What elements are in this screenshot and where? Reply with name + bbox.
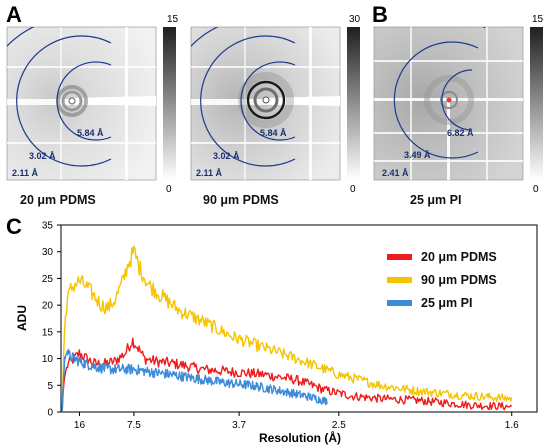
panel-caption: 25 μm PI [410, 193, 461, 207]
y-tick-label: 10 [42, 354, 54, 365]
plot-area [60, 224, 538, 413]
panel-letter: C [6, 214, 22, 239]
ring-label: 3.49 Å [404, 150, 431, 160]
y-tick-label: 25 [42, 274, 54, 285]
colorbar-min: 0 [350, 184, 356, 195]
detector-panel-2: 5.84 Å 3.02 Å 2.11 Å 30 0 90 μm PDMS [190, 14, 361, 207]
detector-panel-1: A 5.84 Å 3.02 Å 2.11 Å 15 0 20 μm PDMS [6, 2, 179, 207]
ring-label: 2.11 Å [12, 168, 39, 178]
x-tick-label: 3.7 [232, 420, 246, 431]
y-tick-label: 35 [42, 221, 54, 232]
detector-panel-3: B 6.82 Å 3.49 Å 2.41 Å 15 0 25 μm PI [372, 2, 544, 207]
y-axis-label: ADU [15, 305, 29, 331]
series-line-2 [61, 245, 513, 413]
colorbar-min: 0 [533, 184, 539, 195]
panel-letter: A [6, 2, 22, 27]
legend-swatch [387, 277, 412, 283]
ring-label: 6.82 Å [447, 128, 474, 138]
x-tick-label: 1.6 [505, 420, 519, 431]
colorbar-max: 30 [349, 14, 361, 25]
y-tick-label: 5 [47, 381, 53, 392]
panel-letter: B [372, 2, 388, 27]
panel-caption: 90 μm PDMS [203, 193, 279, 207]
colorbar [163, 27, 176, 180]
panel-caption: 20 μm PDMS [20, 193, 96, 207]
y-tick-label: 20 [42, 301, 54, 312]
ring-label: 2.11 Å [196, 168, 223, 178]
y-tick-label: 30 [42, 247, 54, 258]
legend-label: 90 μm PDMS [421, 273, 497, 287]
legend-label: 25 μm PI [421, 296, 472, 310]
line-chart: C 0 5 10 15 20 25 30 35 16 7.5 3.7 2.5 1.6 ADU Reso… [6, 214, 538, 445]
x-tick-label: 7.5 [127, 420, 141, 431]
colorbar [347, 27, 360, 180]
legend: 20 μm PDMS 90 μm PDMS 25 μm PI [387, 250, 497, 310]
colorbar-max: 15 [532, 14, 544, 25]
legend-swatch [387, 254, 412, 260]
detector-features [7, 27, 156, 180]
x-axis-label: Resolution (Å) [259, 430, 341, 445]
x-tick-label: 16 [74, 420, 86, 431]
detector-features [374, 27, 523, 180]
legend-label: 20 μm PDMS [421, 250, 497, 264]
x-tick-label: 2.5 [332, 420, 346, 431]
series-lines [61, 245, 513, 413]
x-axis: 16 7.5 3.7 2.5 1.6 [74, 412, 519, 431]
ring-label: 3.02 Å [29, 151, 56, 161]
colorbar [530, 27, 543, 180]
ring-label: 2.41 Å [382, 168, 409, 178]
ring-label: 3.02 Å [213, 151, 240, 161]
ring-label: 5.84 Å [77, 128, 104, 138]
y-tick-label: 15 [42, 327, 54, 338]
ring-label: 5.84 Å [260, 128, 287, 138]
colorbar-min: 0 [166, 184, 172, 195]
colorbar-max: 15 [167, 14, 179, 25]
y-axis: 0 5 10 15 20 25 30 35 [42, 221, 61, 419]
y-tick-label: 0 [47, 408, 53, 419]
series-line-1 [61, 337, 513, 413]
legend-swatch [387, 300, 412, 306]
detector-features [191, 27, 340, 180]
series-line-3 [61, 348, 328, 413]
